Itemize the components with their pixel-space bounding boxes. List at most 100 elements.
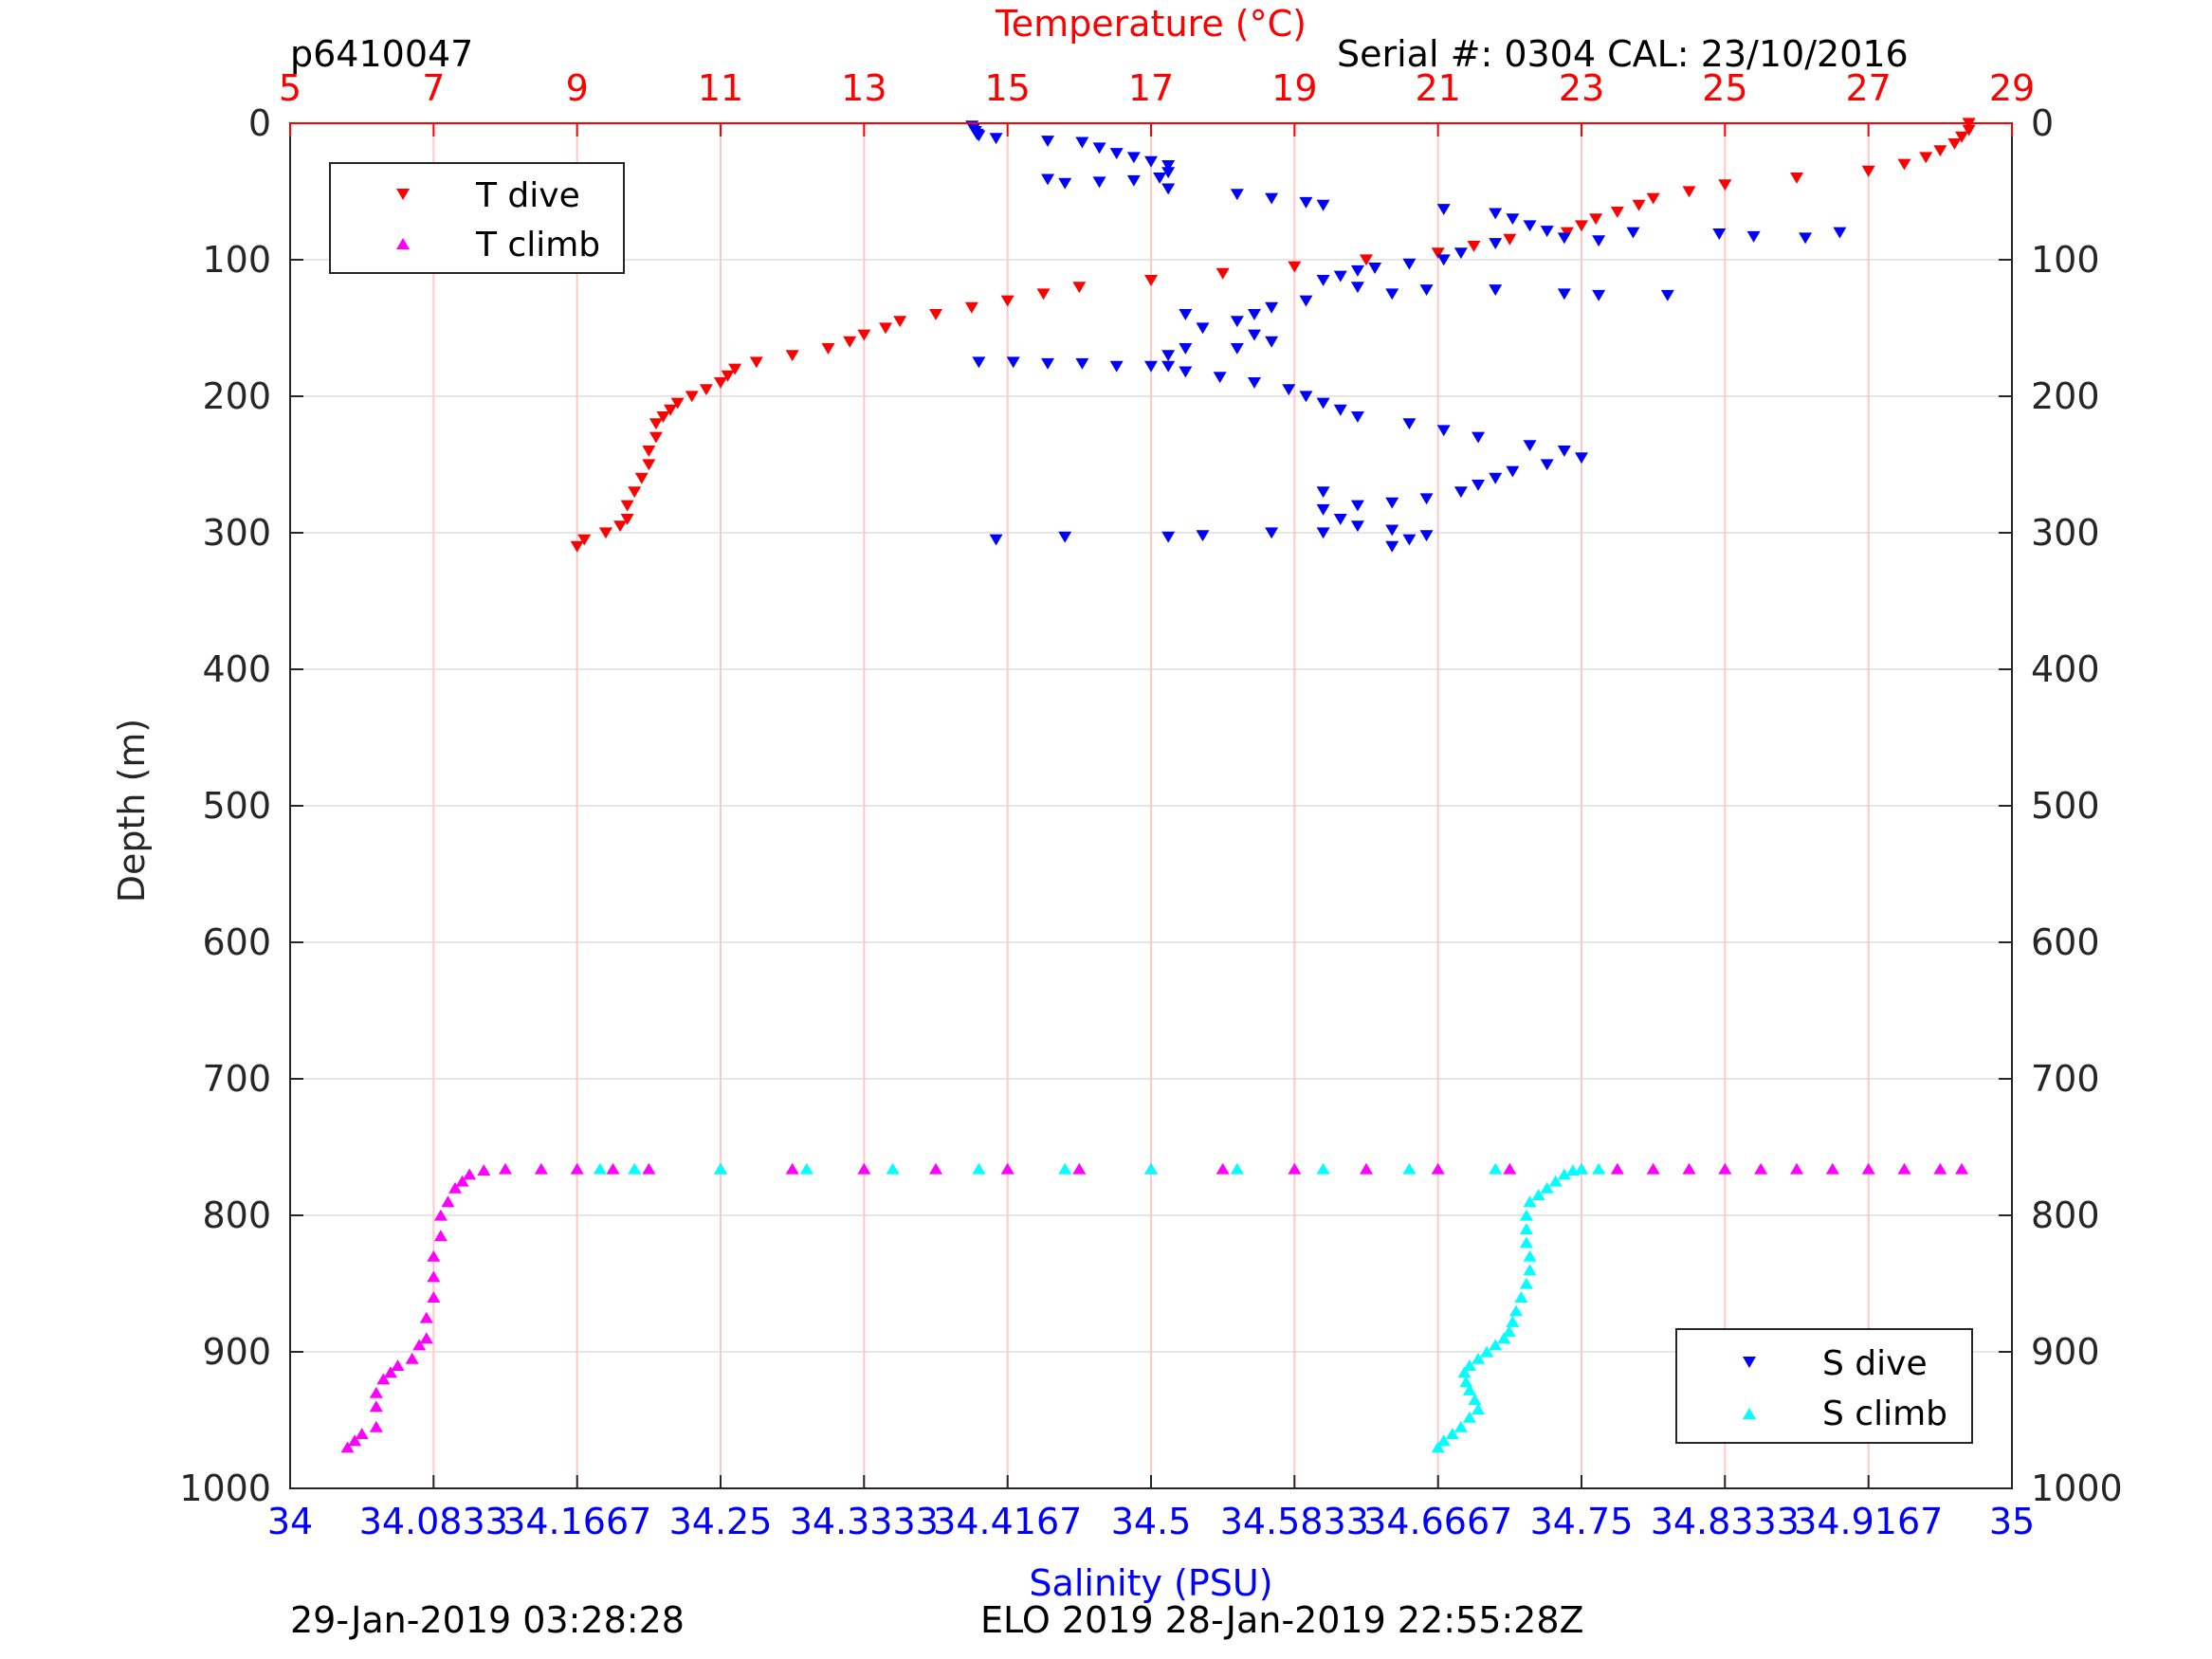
- s-climb-point: [1519, 1209, 1533, 1221]
- s-dive-point: [1092, 176, 1106, 189]
- t-climb-point: [1933, 1162, 1947, 1175]
- s-dive-point: [1282, 384, 1296, 396]
- t-dive-point: [642, 446, 656, 457]
- temperature-tick-label: 27: [1845, 67, 1891, 109]
- s-climb-point: [1519, 1277, 1533, 1289]
- temperature-tick-label: 23: [1559, 67, 1604, 109]
- legend-s-climb-marker: [1743, 1408, 1756, 1419]
- s-dive-point: [1385, 540, 1399, 553]
- s-dive-point: [1153, 173, 1167, 184]
- s-climb-point: [1480, 1345, 1494, 1358]
- legend-t-dive-marker: [396, 189, 410, 200]
- t-climb-point: [463, 1168, 477, 1180]
- s-dive-point: [1436, 204, 1451, 216]
- t-dive-point: [1861, 165, 1875, 177]
- s-climb-point: [1230, 1162, 1244, 1175]
- t-climb-point: [534, 1162, 548, 1175]
- salinity-tick-label: 34.0833: [359, 1501, 508, 1542]
- s-dive-point: [1161, 167, 1176, 179]
- t-dive-point: [656, 411, 670, 423]
- s-climb-point: [1453, 1420, 1468, 1432]
- s-dive-point: [1075, 357, 1089, 370]
- s-dive-point: [1506, 213, 1520, 226]
- salinity-tick-label: 34.1667: [503, 1501, 651, 1542]
- t-dive-point: [728, 363, 742, 375]
- t-dive-point: [598, 527, 612, 539]
- t-climb-point: [1072, 1162, 1087, 1175]
- t-dive-point: [785, 350, 799, 362]
- s-dive-point: [1799, 232, 1813, 245]
- s-dive-point: [1316, 275, 1330, 286]
- t-dive-point: [1955, 131, 1969, 143]
- temperature-tick-label: 11: [698, 67, 743, 109]
- s-dive-point: [1041, 173, 1055, 186]
- t-climb-point: [369, 1386, 383, 1398]
- s-climb-point: [1508, 1304, 1523, 1317]
- t-dive-point: [1144, 275, 1158, 286]
- legend-t-climb-label: T climb: [475, 226, 600, 264]
- t-dive-point: [1682, 186, 1696, 198]
- s-climb-point: [1514, 1291, 1528, 1303]
- t-dive-point: [1718, 179, 1732, 191]
- t-dive-point: [1216, 267, 1230, 280]
- s-climb-point: [1468, 1394, 1482, 1405]
- s-dive-point: [1006, 356, 1020, 369]
- s-climb-point: [628, 1162, 642, 1175]
- legend-s-dive-label: S dive: [1822, 1344, 1928, 1383]
- s-climb-point: [1592, 1162, 1606, 1175]
- t-dive-point: [821, 343, 835, 355]
- s-dive-point: [1489, 284, 1503, 296]
- t-climb-point: [412, 1339, 427, 1351]
- temperature-tick-label: 19: [1271, 67, 1317, 109]
- s-dive-point: [1333, 514, 1347, 525]
- salinity-tick-label: 34: [267, 1501, 313, 1542]
- s-climb-point: [1457, 1366, 1472, 1378]
- t-climb-point: [570, 1162, 584, 1175]
- s-dive-point: [1230, 316, 1244, 328]
- t-dive-point: [1919, 152, 1933, 164]
- salinity-tick-label: 34.75: [1530, 1501, 1634, 1542]
- temperature-axis-label: Temperature (°C): [995, 3, 1307, 45]
- t-climb-point: [433, 1209, 448, 1221]
- t-climb-point: [1503, 1162, 1517, 1175]
- s-dive-point: [1385, 524, 1399, 537]
- t-climb-point: [1861, 1162, 1875, 1175]
- s-dive-point: [1316, 527, 1330, 539]
- grid-layer: [289, 122, 2013, 1489]
- s-dive-point: [1058, 177, 1072, 190]
- s-dive-point: [989, 133, 1003, 145]
- s-climb-point: [1497, 1332, 1511, 1344]
- depth-tick-label-right: 500: [2031, 785, 2100, 827]
- s-dive-point: [1333, 404, 1347, 416]
- s-dive-point: [1265, 192, 1279, 205]
- t-climb-point: [419, 1311, 433, 1323]
- s-climb-point: [1523, 1264, 1537, 1276]
- s-climb-point: [886, 1162, 900, 1175]
- t-dive-point: [879, 322, 893, 335]
- depth-tick-label-left: 1000: [179, 1468, 271, 1509]
- serial-cal-label: Serial #: 0304 CAL: 23/10/2016: [1337, 33, 1909, 75]
- s-dive-point: [1196, 322, 1210, 335]
- s-dive-point: [1385, 288, 1399, 301]
- t-dive-point: [964, 301, 978, 314]
- s-climb-point: [1557, 1168, 1571, 1180]
- depth-tick-label-right: 800: [2031, 1194, 2100, 1236]
- depth-tick-label-left: 800: [202, 1194, 271, 1236]
- salinity-tick-label: 34.4167: [933, 1501, 1082, 1542]
- s-dive-point: [1472, 480, 1486, 491]
- t-climb-point: [427, 1291, 441, 1303]
- t-climb-point: [785, 1162, 799, 1175]
- temperature-tick-label: 5: [279, 67, 302, 109]
- t-climb-point: [355, 1428, 369, 1439]
- t-dive-point: [570, 540, 584, 553]
- s-dive-point: [1075, 137, 1089, 149]
- s-dive-point: [1265, 336, 1279, 348]
- s-dive-point: [1265, 301, 1279, 314]
- salinity-tick-label: 34.5: [1111, 1501, 1192, 1542]
- s-climb-point: [972, 1162, 986, 1175]
- salinity-tick-label: 34.9167: [1794, 1501, 1943, 1542]
- depth-tick-label-right: 400: [2031, 648, 2100, 690]
- t-dive-point: [1962, 124, 1976, 137]
- s-dive-point: [1126, 174, 1141, 187]
- t-climb-point: [441, 1195, 455, 1208]
